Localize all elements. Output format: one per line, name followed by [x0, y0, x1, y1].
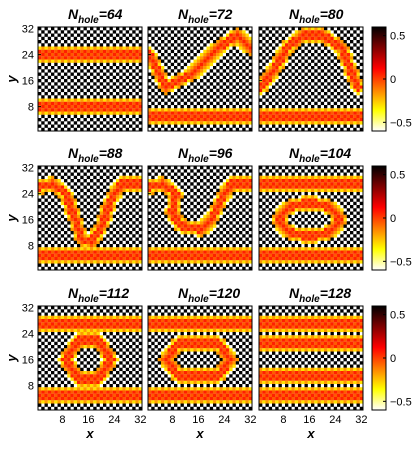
heatmap-cells [38, 306, 143, 411]
colorbar-group: 0.5 0 −0.5 0.5 0 −0.5 0.5 0 −0.5 [371, 26, 412, 411]
heatmap-panel: Nhole=88 8 16 24 32 y [4, 145, 143, 271]
heatmap-cells [38, 27, 143, 132]
colorbar: 0.5 0 −0.5 [371, 305, 412, 411]
x-axis-label: x [85, 426, 94, 441]
y-tick-label: 24 [22, 50, 34, 62]
x-tick-label: 24 [218, 414, 230, 426]
panel-frame [37, 26, 143, 132]
heatmap-panel: Nhole=64 8 16 24 32 y [4, 6, 143, 132]
y-tick-label: 16 [22, 215, 34, 227]
panel-title: Nhole=112 [68, 285, 129, 305]
heatmap-panel: Nhole=80 [258, 6, 364, 132]
panel-title: Nhole=72 [178, 6, 233, 26]
heatmap-panel: Nhole=112 8 8 16 16 24 24 32 32 y x [4, 285, 147, 441]
colorbar-tick-label: 0.5 [390, 170, 405, 182]
heatmap-panel: Nhole=104 [258, 145, 364, 271]
panel-frame [37, 305, 143, 411]
panel-title: Nhole=88 [68, 145, 123, 165]
y-axis-label: y [4, 354, 19, 363]
panel-title: Nhole=104 [289, 145, 351, 165]
panel-frame [147, 26, 253, 132]
colorbar-tick-label: 0.5 [390, 31, 405, 43]
x-tick-label: 8 [280, 414, 286, 426]
heatmap-panel: Nhole=72 [147, 6, 253, 132]
panel-frame [258, 26, 364, 132]
y-axis-label: y [4, 75, 19, 84]
heatmap-panel: Nhole=120 8 16 24 32 x [147, 285, 257, 441]
heatmap-cells [259, 27, 364, 132]
y-tick-label: 32 [22, 303, 34, 315]
panel-frame [147, 165, 253, 271]
y-tick-label: 24 [22, 189, 34, 201]
heatmap-panel: Nhole=96 [147, 145, 253, 271]
panel-grid: Nhole=64 8 16 24 32 y Nhole=72 Nhole=80 Nhole=88… [4, 6, 368, 441]
colorbar: 0.5 0 −0.5 [371, 165, 412, 271]
panel-title: Nhole=80 [289, 6, 344, 26]
panel-title: Nhole=96 [178, 145, 233, 165]
x-tick-label: 24 [108, 414, 120, 426]
x-tick-label: 16 [192, 414, 204, 426]
panel-frame [37, 165, 143, 271]
colorbar-tick-label: −0.5 [390, 256, 412, 268]
y-tick-label: 16 [22, 76, 34, 88]
colorbar: 0.5 0 −0.5 [371, 26, 412, 132]
x-tick-label: 8 [169, 414, 175, 426]
x-tick-label: 16 [82, 414, 94, 426]
colorbar-tick-label: 0 [390, 353, 396, 365]
y-tick-label: 8 [28, 381, 34, 393]
colorbar-tick-label: 0 [390, 213, 396, 225]
colorbar-tick-label: 0 [390, 74, 396, 86]
y-tick-label: 32 [22, 24, 34, 36]
panel-frame [147, 305, 253, 411]
y-tick-label: 8 [28, 102, 34, 114]
heatmap-cells [148, 27, 253, 132]
panel-title: Nhole=128 [289, 285, 351, 305]
heatmap-cells [148, 166, 253, 271]
y-tick-label: 32 [22, 163, 34, 175]
panel-title: Nhole=64 [68, 6, 123, 26]
heatmap-cells [259, 166, 364, 271]
x-tick-label: 16 [303, 414, 315, 426]
panel-title: Nhole=120 [178, 285, 240, 305]
x-tick-label: 32 [134, 414, 146, 426]
heatmap-cells [38, 166, 143, 271]
x-tick-label: 32 [244, 414, 256, 426]
x-tick-label: 32 [355, 414, 367, 426]
y-axis-label: y [4, 214, 19, 223]
x-tick-label: 8 [59, 414, 65, 426]
x-tick-label: 24 [329, 414, 341, 426]
x-axis-label: x [195, 426, 204, 441]
y-tick-label: 24 [22, 329, 34, 341]
panel-frame [258, 305, 364, 411]
colorbar-tick-label: −0.5 [390, 396, 412, 408]
colorbar-tick-label: 0.5 [390, 310, 405, 322]
x-axis-label: x [306, 426, 315, 441]
y-tick-label: 8 [28, 241, 34, 253]
colorbar-tick-label: −0.5 [390, 117, 412, 129]
heatmap-panel: Nhole=128 8 16 24 32 x [258, 285, 368, 441]
y-tick-label: 16 [22, 355, 34, 367]
panel-frame [258, 165, 364, 271]
heatmap-cells [259, 306, 364, 411]
heatmap-cells [148, 306, 253, 411]
